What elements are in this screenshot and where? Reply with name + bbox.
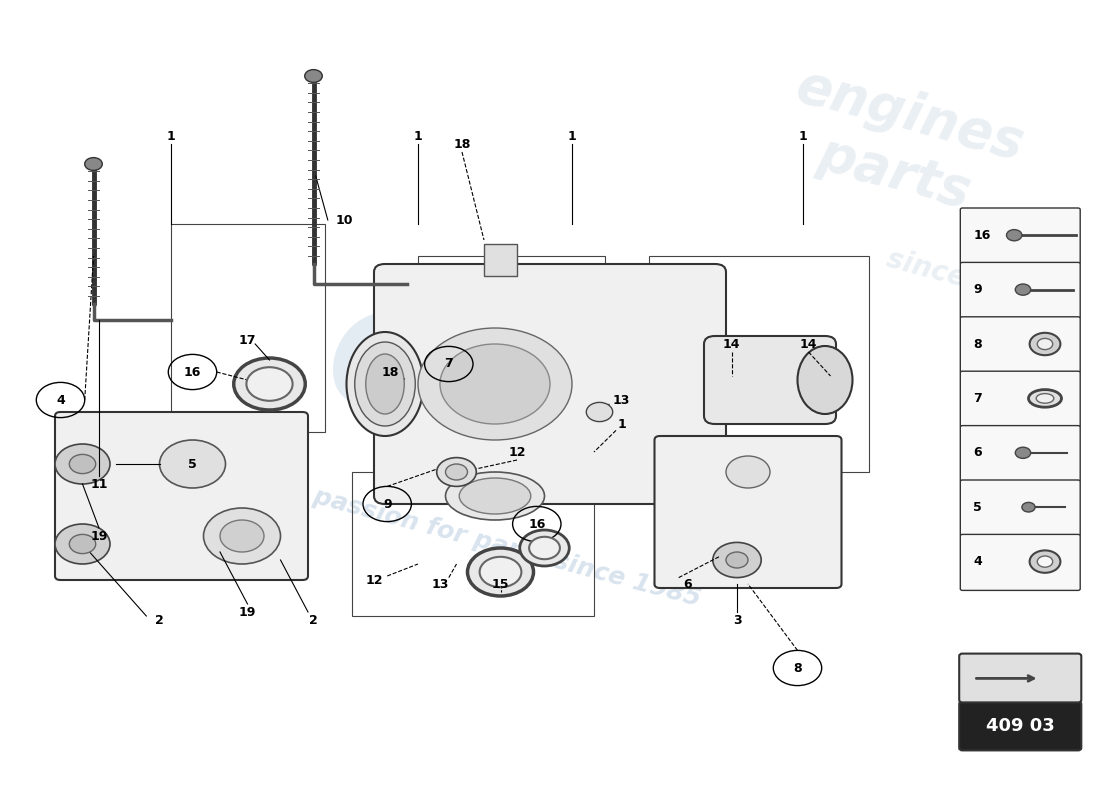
Ellipse shape: [1036, 394, 1054, 403]
FancyBboxPatch shape: [704, 336, 836, 424]
Circle shape: [1030, 333, 1060, 355]
Text: 9: 9: [383, 498, 392, 510]
Text: 1: 1: [799, 130, 807, 142]
Text: 4: 4: [56, 394, 65, 406]
Text: 1: 1: [617, 418, 626, 430]
Circle shape: [55, 524, 110, 564]
FancyBboxPatch shape: [374, 264, 726, 504]
FancyBboxPatch shape: [55, 412, 308, 580]
Ellipse shape: [460, 478, 530, 514]
Circle shape: [437, 458, 476, 486]
Circle shape: [204, 508, 280, 564]
Ellipse shape: [446, 472, 544, 520]
Text: 14: 14: [800, 338, 817, 350]
Text: 6: 6: [683, 578, 692, 590]
Text: 12: 12: [365, 574, 383, 586]
Text: 7: 7: [974, 392, 982, 405]
Bar: [418, 256, 605, 496]
Bar: [352, 472, 594, 616]
Text: 16: 16: [974, 229, 991, 242]
Circle shape: [1006, 230, 1022, 241]
Ellipse shape: [233, 358, 306, 410]
Circle shape: [220, 520, 264, 552]
Text: 9: 9: [974, 283, 982, 296]
Circle shape: [440, 344, 550, 424]
Circle shape: [160, 440, 226, 488]
FancyBboxPatch shape: [959, 702, 1081, 750]
Bar: [170, 224, 324, 432]
FancyBboxPatch shape: [959, 654, 1081, 702]
Text: 18: 18: [382, 366, 399, 378]
Text: 16: 16: [528, 518, 546, 530]
Circle shape: [1015, 447, 1031, 458]
Circle shape: [1037, 556, 1053, 567]
Text: 10: 10: [336, 214, 353, 226]
Text: 18: 18: [453, 138, 471, 150]
FancyBboxPatch shape: [960, 262, 1080, 318]
FancyBboxPatch shape: [960, 426, 1080, 482]
Ellipse shape: [468, 548, 534, 596]
FancyBboxPatch shape: [960, 317, 1080, 373]
Text: 7: 7: [444, 358, 453, 370]
Text: since 1985: since 1985: [883, 245, 1053, 315]
Circle shape: [69, 534, 96, 554]
Ellipse shape: [529, 537, 560, 559]
Ellipse shape: [519, 530, 570, 566]
Circle shape: [418, 328, 572, 440]
Circle shape: [726, 552, 748, 568]
Text: 1: 1: [166, 130, 175, 142]
Text: 409 03: 409 03: [987, 718, 1055, 735]
Text: engines
parts: engines parts: [774, 59, 1030, 229]
Circle shape: [69, 454, 96, 474]
Text: 5: 5: [974, 501, 982, 514]
FancyBboxPatch shape: [960, 534, 1080, 590]
Text: 1: 1: [414, 130, 422, 142]
FancyBboxPatch shape: [654, 436, 842, 588]
Circle shape: [446, 464, 468, 480]
Text: 6: 6: [974, 446, 982, 459]
Text: 2: 2: [155, 614, 164, 626]
Text: 12: 12: [508, 446, 526, 458]
Ellipse shape: [1028, 390, 1062, 407]
Ellipse shape: [480, 557, 521, 587]
Text: 14: 14: [723, 338, 740, 350]
Circle shape: [1037, 338, 1053, 350]
FancyBboxPatch shape: [960, 208, 1080, 264]
Ellipse shape: [346, 332, 424, 436]
Text: 5: 5: [188, 458, 197, 470]
Text: e-: e-: [327, 278, 509, 442]
Text: 13: 13: [431, 578, 449, 590]
Ellipse shape: [354, 342, 416, 426]
Text: 15: 15: [492, 578, 509, 590]
Circle shape: [713, 542, 761, 578]
Bar: [484, 244, 517, 276]
Ellipse shape: [246, 367, 293, 401]
Text: 19: 19: [239, 606, 256, 618]
Ellipse shape: [365, 354, 405, 414]
Circle shape: [1030, 550, 1060, 573]
Circle shape: [305, 70, 322, 82]
Text: 16: 16: [184, 366, 201, 378]
Circle shape: [1022, 502, 1035, 512]
Text: 11: 11: [90, 478, 108, 490]
FancyBboxPatch shape: [960, 371, 1080, 427]
Circle shape: [55, 444, 110, 484]
Text: 13: 13: [613, 394, 630, 406]
Ellipse shape: [798, 346, 852, 414]
Text: 3: 3: [733, 614, 741, 626]
Circle shape: [85, 158, 102, 170]
Text: 8: 8: [974, 338, 982, 350]
Text: a passion for parts since 1985: a passion for parts since 1985: [286, 478, 704, 610]
Text: 8: 8: [793, 662, 802, 674]
Text: 17: 17: [239, 334, 256, 346]
FancyBboxPatch shape: [960, 480, 1080, 536]
Bar: [649, 256, 869, 472]
Circle shape: [726, 456, 770, 488]
Circle shape: [586, 402, 613, 422]
Text: 1: 1: [568, 130, 576, 142]
Text: 2: 2: [309, 614, 318, 626]
Circle shape: [1015, 284, 1031, 295]
Text: 4: 4: [974, 555, 982, 568]
Text: 19: 19: [90, 530, 108, 542]
